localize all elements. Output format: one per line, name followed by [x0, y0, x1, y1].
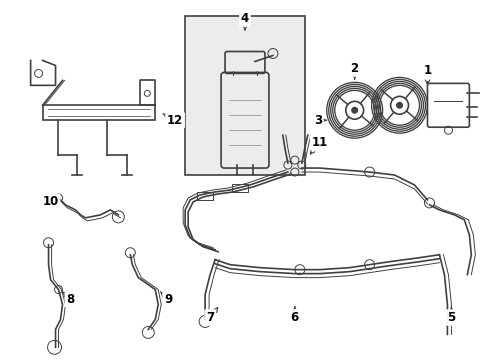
- Text: 7: 7: [205, 307, 217, 324]
- Text: 8: 8: [62, 292, 75, 306]
- Text: 1: 1: [423, 64, 430, 84]
- Text: 10: 10: [42, 195, 59, 208]
- Text: 4: 4: [241, 12, 248, 30]
- Text: 3: 3: [313, 114, 326, 127]
- Text: 11: 11: [310, 136, 327, 154]
- Bar: [232, 184, 247, 192]
- Circle shape: [396, 103, 402, 108]
- Bar: [42, 105, 155, 120]
- Text: 9: 9: [160, 292, 172, 306]
- Circle shape: [351, 108, 357, 113]
- Text: 2: 2: [350, 62, 358, 80]
- Bar: [185, 15, 304, 175]
- Text: 5: 5: [447, 306, 455, 324]
- Text: 12: 12: [163, 114, 183, 127]
- Bar: [197, 192, 213, 200]
- Text: 6: 6: [290, 306, 298, 324]
